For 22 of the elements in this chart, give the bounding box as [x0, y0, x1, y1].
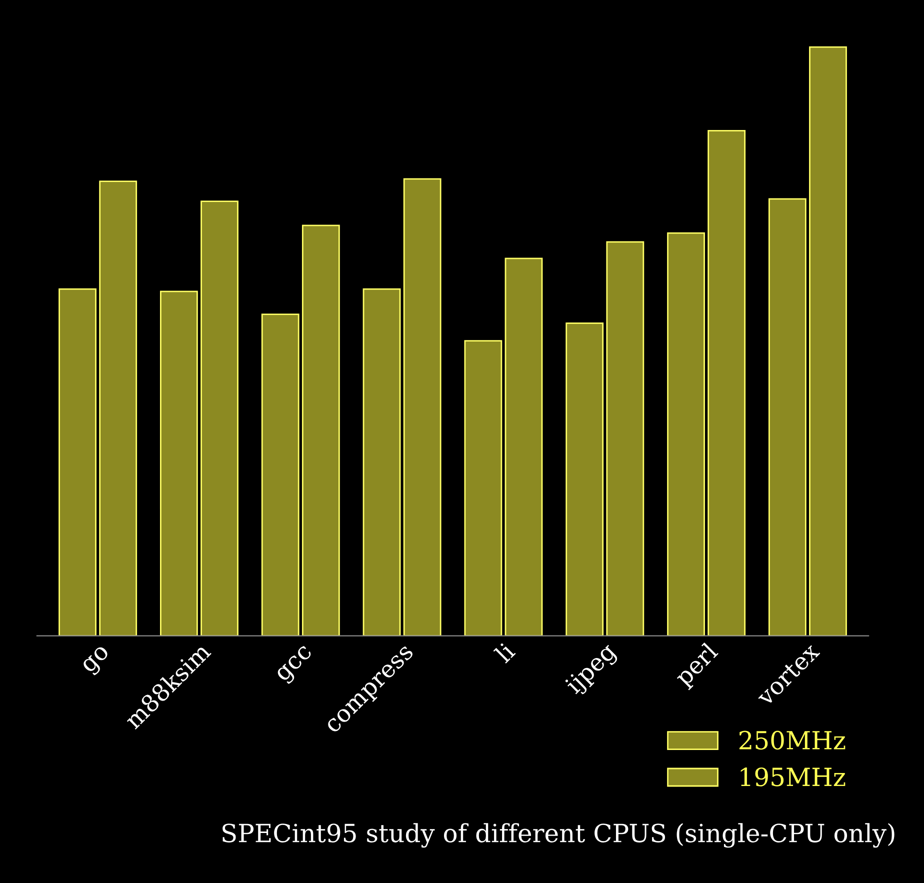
bar	[708, 130, 746, 636]
bar	[504, 258, 543, 636]
bar	[566, 322, 604, 636]
bar	[302, 224, 340, 636]
x-tick-label: li	[493, 641, 516, 664]
bar	[768, 198, 806, 636]
bar	[261, 314, 300, 636]
bar	[58, 288, 96, 636]
bar	[667, 232, 705, 636]
bar	[809, 46, 847, 636]
bar	[362, 288, 401, 636]
bar	[99, 180, 138, 636]
bar	[403, 178, 442, 636]
x-tick-label: gcc	[276, 644, 316, 686]
bar	[200, 200, 238, 636]
bar	[160, 290, 198, 636]
legend-label: 250MHz	[739, 730, 846, 750]
legend-label: 195MHz	[740, 767, 846, 786]
bar	[606, 241, 644, 636]
text: SPECint95 study of different CPUS (single-CPU only)	[222, 823, 894, 848]
x-tick-label: go	[81, 645, 114, 677]
bar	[464, 340, 502, 636]
